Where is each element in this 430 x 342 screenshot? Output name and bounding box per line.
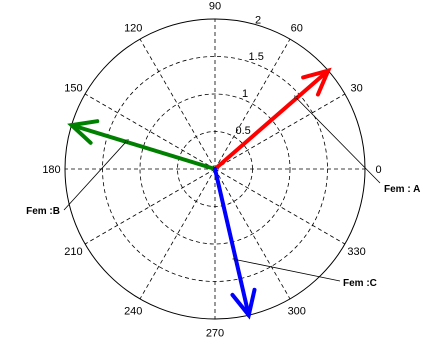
grid-spoke-120 [139,38,216,170]
angle-tick-240: 240 [124,306,142,318]
phasor-1 [67,119,217,171]
angle-tick-330: 330 [347,246,365,258]
angle-tick-90: 90 [209,1,221,13]
annotations: Fem : A Fem :B Fem :C [26,98,420,289]
angle-tick-0: 0 [375,164,381,176]
radius-tick-2: 2 [255,14,261,26]
annotation-leader-0 [297,98,381,184]
radius-tick-1: 1 [242,88,248,100]
grid-ring-0.5 [177,131,253,207]
phasor-head-2 [230,287,257,320]
angle-tick-30: 30 [350,82,362,94]
phasor-2 [213,167,257,320]
annotation-label-2: Fem :C [343,278,377,289]
phasor-shaft-1 [69,123,217,171]
outer-ring [64,18,366,320]
angle-tick-180: 180 [42,164,60,176]
angle-tick-labels: 0 30 60 90 120 150 180 210 240 270 300 330 [42,1,381,340]
phasor-0 [213,67,332,171]
angle-tick-60: 60 [291,22,303,34]
radius-tick-0.5: 0.5 [236,125,251,137]
polar-grid [64,18,366,320]
grid-spoke-330 [214,168,346,245]
angle-tick-120: 120 [124,22,142,34]
angle-tick-300: 300 [288,306,306,318]
grid-ring-1.5 [102,56,328,282]
phasor-head-1 [67,119,100,145]
annotation-label-1: Fem :B [26,206,60,217]
grid-spoke-30 [214,93,346,170]
grid-spoke-210 [84,168,216,245]
grid-spoke-240 [139,168,216,300]
angle-tick-150: 150 [64,82,82,94]
grid-spoke-60 [214,38,291,170]
grid-spoke-300 [214,168,291,300]
grid-spoke-150 [84,93,216,170]
annotation-leader-2 [236,260,341,282]
radius-tick-labels: 0.5 1 1.5 2 [236,14,264,137]
phasor-head-0 [301,67,332,97]
angle-tick-270: 270 [206,328,224,340]
phasor-shaft-0 [213,68,331,171]
radius-tick-1.5: 1.5 [249,51,264,63]
angle-tick-210: 210 [64,246,82,258]
grid-ring-1 [139,93,291,245]
phasor-shaft-2 [213,167,251,318]
phasor-arrows [67,67,332,320]
annotation-leader-1 [63,142,126,211]
annotation-label-0: Fem : A [384,184,420,195]
